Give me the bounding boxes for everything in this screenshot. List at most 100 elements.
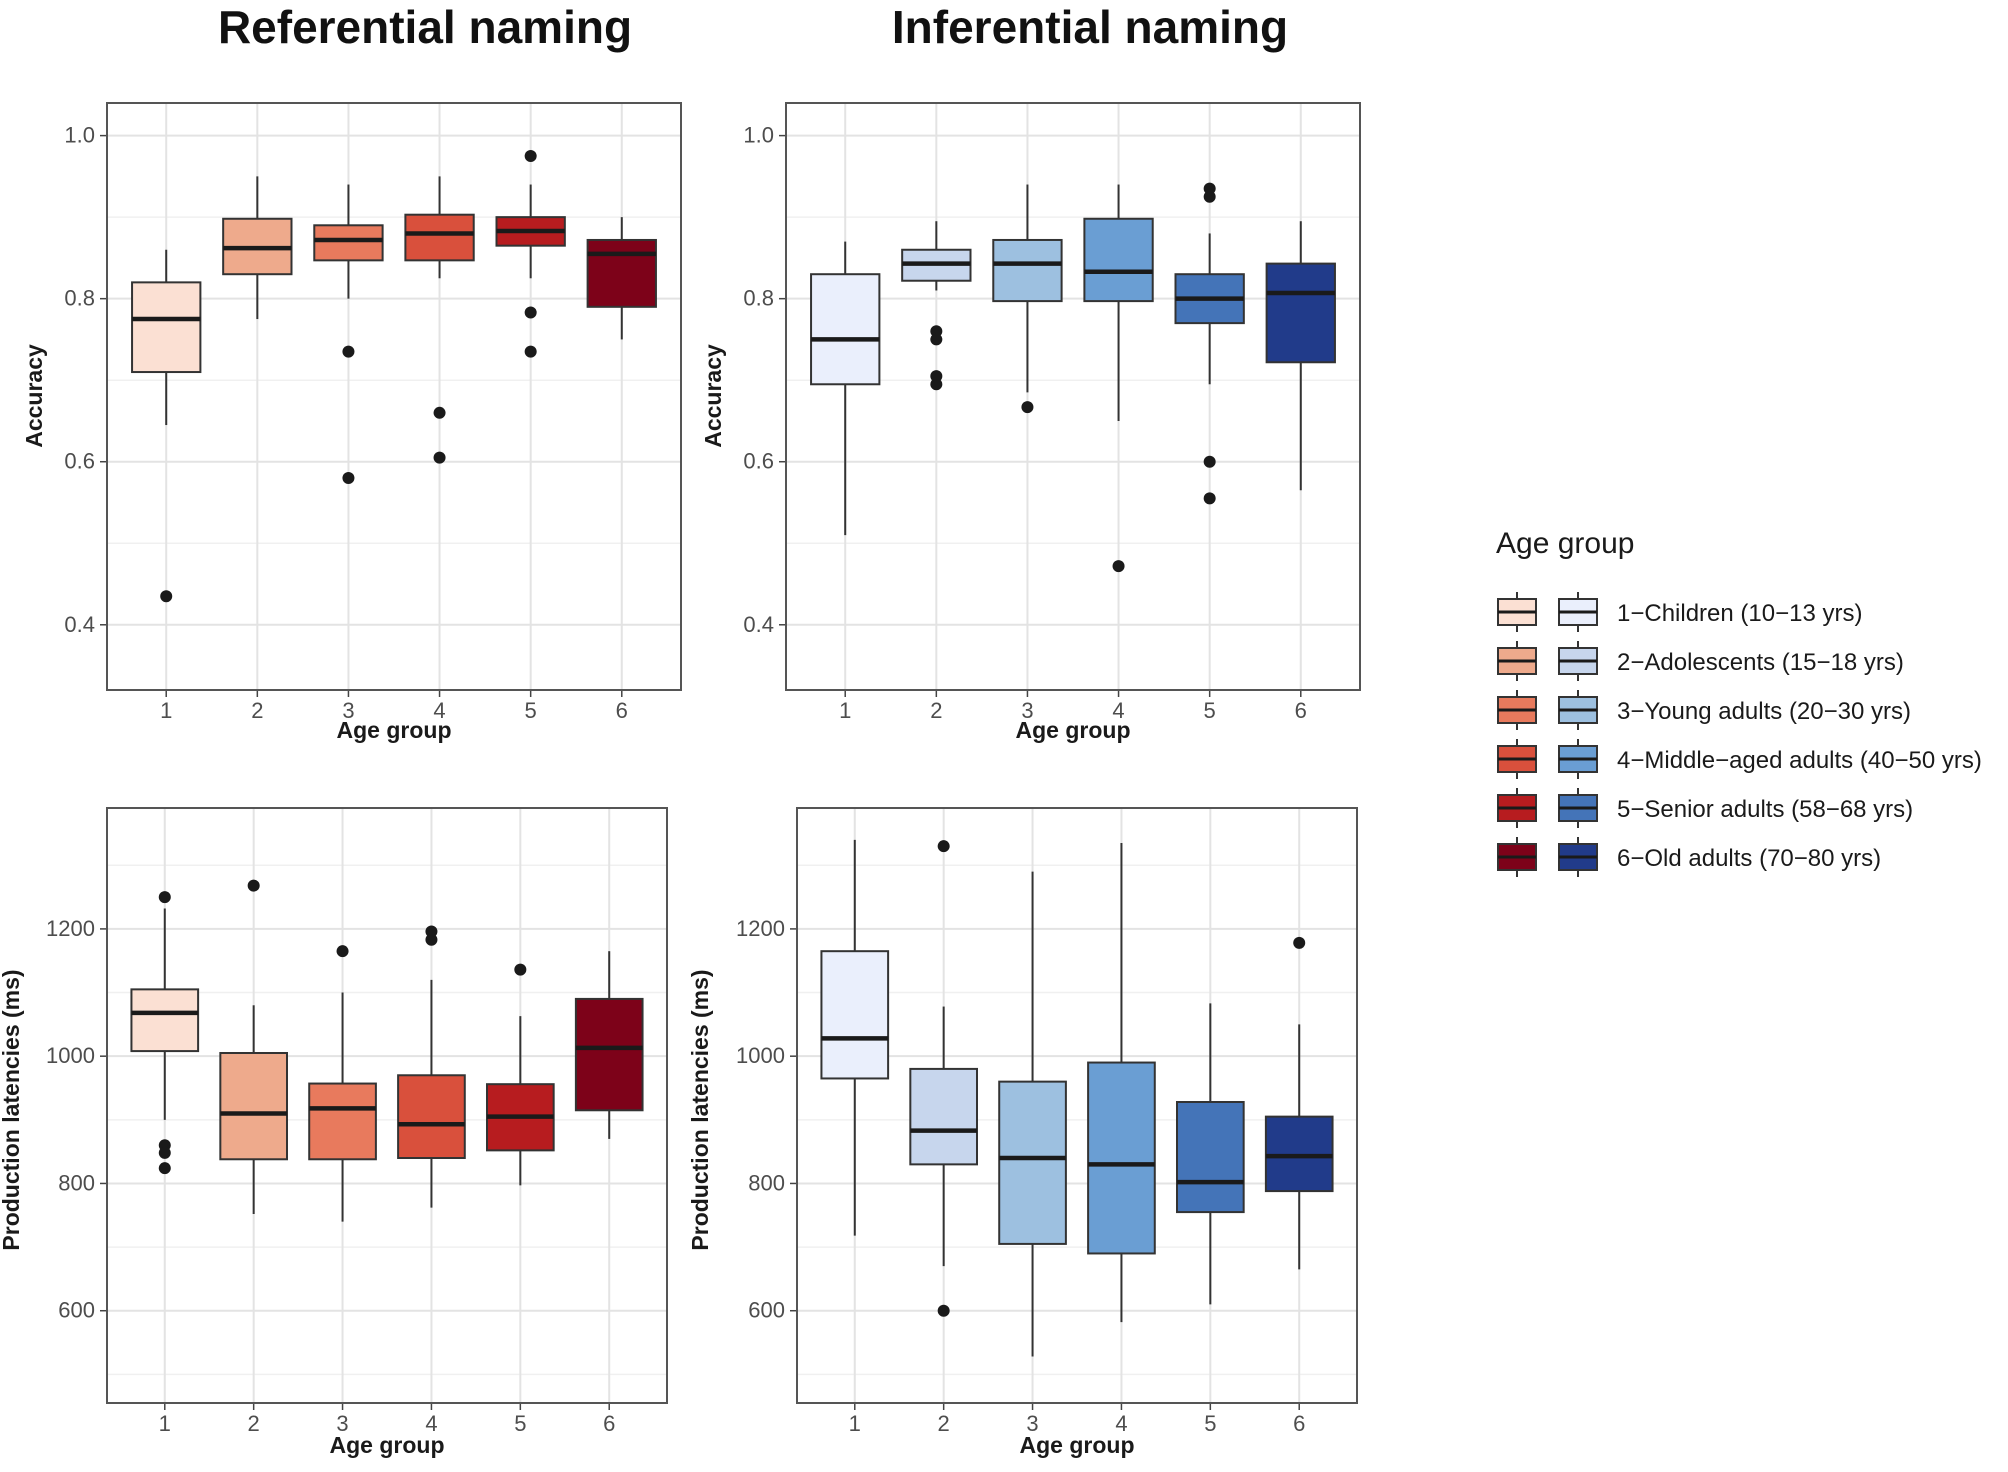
legend-key-red bbox=[1497, 690, 1537, 730]
y-tick-label: 1.0 bbox=[64, 123, 95, 148]
outlier-point bbox=[342, 472, 355, 485]
y-axis-label: Accuracy bbox=[700, 344, 726, 448]
outlier-point bbox=[1293, 936, 1306, 949]
outlier-point bbox=[158, 1146, 171, 1159]
legend-label: 3−Young adults (20−30 yrs) bbox=[1617, 698, 1911, 725]
box-group-4 bbox=[397, 925, 466, 1208]
panel-inferential-accuracy: 0.4 0.6 0.8 1.0 1 2 3 4 5 6 Age group Accuracy bbox=[700, 102, 1361, 743]
box-group-3 bbox=[992, 184, 1063, 414]
box-group-6 bbox=[1265, 221, 1336, 491]
outlier-point bbox=[524, 306, 537, 319]
box bbox=[1083, 217, 1154, 303]
legend-key-red bbox=[1497, 641, 1537, 681]
box bbox=[574, 997, 644, 1112]
box-group-3 bbox=[998, 871, 1067, 1357]
legend-key-red bbox=[1497, 837, 1537, 877]
box-group-2 bbox=[219, 879, 288, 1214]
outlier-point bbox=[524, 149, 537, 162]
box bbox=[1265, 262, 1336, 364]
box bbox=[404, 213, 475, 262]
box-group-6 bbox=[574, 951, 644, 1139]
outlier-point bbox=[342, 345, 355, 358]
y-tick-label: 0.6 bbox=[64, 449, 95, 474]
box-group-3 bbox=[313, 184, 384, 485]
x-tick-label: 1 bbox=[839, 698, 851, 723]
panel-referential-latency: 600 800 1000 1200 1 2 3 4 5 6 Age group Production … bbox=[0, 807, 668, 1458]
y-tick-label: 600 bbox=[58, 1298, 95, 1323]
outlier-point bbox=[1203, 190, 1216, 203]
box bbox=[1176, 1101, 1245, 1214]
x-axis-label: Age group bbox=[330, 1432, 445, 1458]
box-group-2 bbox=[909, 840, 978, 1317]
outlier-point bbox=[1021, 401, 1034, 414]
x-tick-label: 6 bbox=[603, 1411, 615, 1436]
box bbox=[219, 1052, 288, 1161]
legend-key-blue bbox=[1558, 837, 1598, 877]
box bbox=[909, 1067, 978, 1166]
panel-border bbox=[796, 807, 1358, 1404]
box bbox=[1087, 1061, 1156, 1255]
box bbox=[998, 1080, 1067, 1245]
panel-border bbox=[106, 102, 682, 691]
box-group-2 bbox=[901, 221, 972, 391]
x-tick-label: 3 bbox=[342, 698, 354, 723]
box-group-6 bbox=[1264, 936, 1334, 1270]
x-tick-label: 6 bbox=[1293, 1411, 1305, 1436]
plot-background bbox=[786, 103, 1360, 690]
outlier-point bbox=[425, 933, 438, 946]
y-tick-label: 800 bbox=[58, 1170, 95, 1195]
legend-key-red bbox=[1497, 788, 1537, 828]
panel-inferential-latency: 600 800 1000 1200 1 2 3 4 5 6 Age group Production … bbox=[687, 807, 1358, 1458]
x-axis-label: Age group bbox=[337, 717, 452, 743]
box bbox=[131, 281, 202, 374]
legend-label: 1−Children (10−13 yrs) bbox=[1617, 600, 1862, 627]
x-tick-label: 1 bbox=[849, 1411, 861, 1436]
box-group-5 bbox=[486, 963, 555, 1186]
outlier-point bbox=[158, 1162, 171, 1175]
box bbox=[130, 988, 200, 1053]
y-tick-label: 0.4 bbox=[743, 612, 774, 637]
box-group-4 bbox=[1087, 843, 1156, 1323]
outlier-point bbox=[1203, 492, 1216, 505]
legend-label: 5−Senior adults (58−68 yrs) bbox=[1617, 796, 1913, 823]
x-tick-label: 5 bbox=[525, 698, 537, 723]
box-group-4 bbox=[1083, 184, 1154, 573]
x-tick-label: 5 bbox=[1204, 1411, 1216, 1436]
box bbox=[992, 238, 1063, 303]
panel-referential-accuracy: 0.4 0.6 0.8 1.0 1 2 3 4 5 6 Age group Accuracy bbox=[21, 102, 682, 743]
outlier-point bbox=[247, 879, 260, 892]
legend-key-blue bbox=[1558, 739, 1598, 779]
outlier-point bbox=[1203, 455, 1216, 468]
box-group-1 bbox=[810, 241, 881, 536]
box bbox=[397, 1074, 466, 1159]
x-tick-label: 2 bbox=[251, 698, 263, 723]
box-group-6 bbox=[586, 217, 657, 340]
plot-background bbox=[107, 808, 667, 1403]
box bbox=[308, 1082, 377, 1161]
y-axis-label: Production latencies (ms) bbox=[687, 969, 713, 1250]
x-tick-label: 5 bbox=[1204, 698, 1216, 723]
y-tick-label: 1000 bbox=[736, 1043, 785, 1068]
outlier-point bbox=[425, 925, 438, 938]
outlier-point bbox=[514, 963, 527, 976]
box-group-5 bbox=[495, 149, 566, 358]
panel-border bbox=[785, 102, 1361, 691]
x-tick-label: 1 bbox=[159, 1411, 171, 1436]
legend: Age group 1−Children (10−13 yrs) 2−Adolesc… bbox=[1496, 527, 1982, 877]
outlier-point bbox=[160, 590, 173, 603]
box-group-1 bbox=[820, 839, 890, 1236]
legend-key-red bbox=[1497, 592, 1537, 632]
legend-key-blue bbox=[1558, 592, 1598, 632]
box-group-5 bbox=[1176, 1003, 1245, 1305]
box bbox=[586, 238, 657, 308]
y-tick-label: 600 bbox=[748, 1298, 785, 1323]
x-tick-label: 4 bbox=[433, 698, 445, 723]
outlier-point bbox=[158, 891, 171, 904]
outlier-point bbox=[433, 451, 446, 464]
x-tick-label: 6 bbox=[616, 698, 628, 723]
y-tick-label: 1000 bbox=[46, 1043, 95, 1068]
y-axis-label: Accuracy bbox=[21, 344, 47, 448]
outlier-point bbox=[930, 333, 943, 346]
y-tick-label: 0.6 bbox=[743, 449, 774, 474]
